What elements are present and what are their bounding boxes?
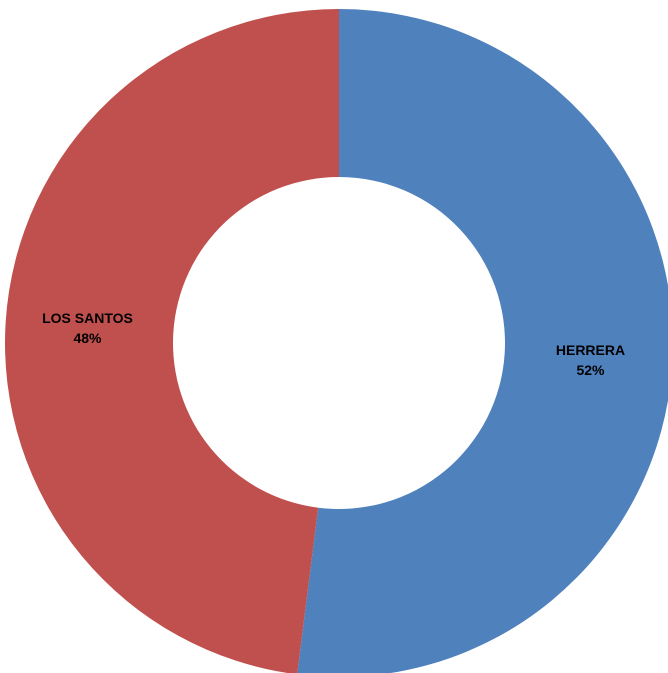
slice-herrera	[297, 9, 668, 673]
slices-group	[5, 9, 668, 673]
data-label-percent: 52%	[576, 362, 605, 378]
data-label-herrera: HERRERA 52%	[556, 342, 625, 378]
labels-group: HERRERA 52% LOS SANTOS 48%	[42, 310, 625, 378]
data-label-percent: 48%	[73, 330, 102, 346]
data-label-category: HERRERA	[556, 342, 625, 358]
slice-los-santos	[5, 9, 339, 673]
data-label-los-santos: LOS SANTOS 48%	[42, 310, 133, 346]
data-label-category: LOS SANTOS	[42, 310, 133, 326]
